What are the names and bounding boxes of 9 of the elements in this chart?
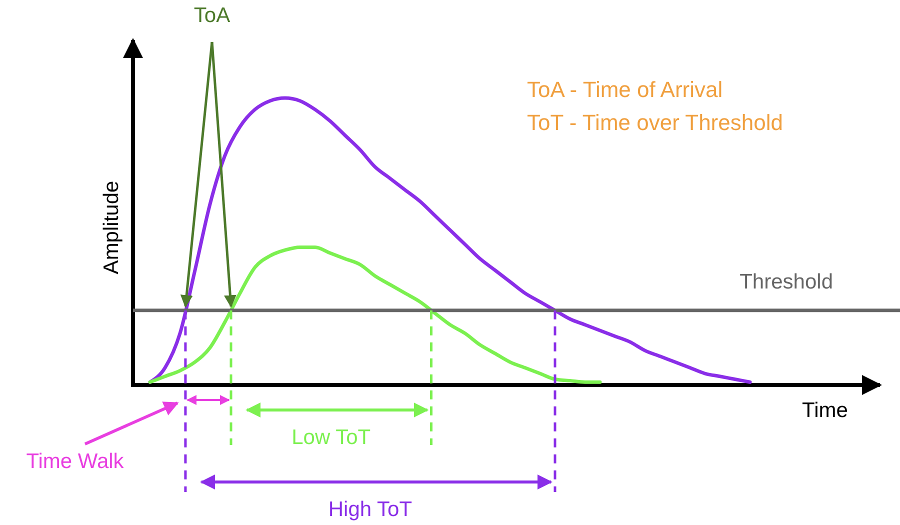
ref-line-label: Threshold	[740, 270, 833, 294]
y-axis-title: Amplitude	[100, 180, 123, 274]
text: Low ToT	[292, 426, 371, 449]
x-axis-title: Time	[802, 399, 848, 422]
annotation: ToA - Time of Arrival	[527, 77, 723, 102]
annotation: ToT - Time over Threshold	[527, 110, 783, 135]
text: ToA	[194, 4, 230, 27]
text: High ToT	[328, 498, 412, 521]
text: Time Walk	[26, 450, 124, 473]
